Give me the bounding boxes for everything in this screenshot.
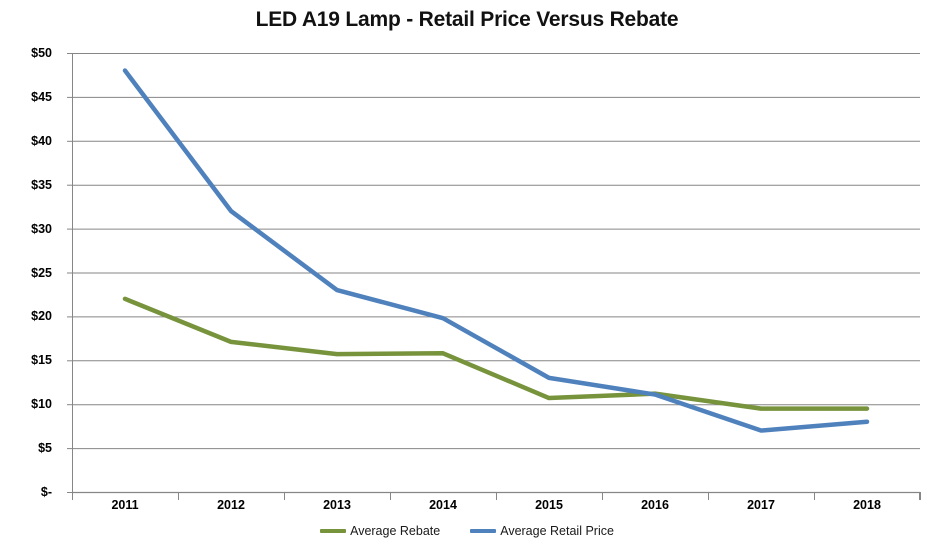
series-line-average-retail-price — [122, 68, 870, 433]
chart-title: LED A19 Lamp - Retail Price Versus Rebat… — [255, 8, 679, 31]
legend-item-label: Average Retail Price — [500, 524, 614, 538]
x-axis-tick-label: 2014 — [429, 498, 457, 512]
legend-swatch-average-rebate — [320, 529, 347, 533]
chart-legend: Average Rebate Average Retail Price — [0, 524, 934, 538]
axis-lines — [67, 53, 920, 500]
y-axis-tick-label: $50 — [31, 46, 52, 60]
legend-item[interactable]: Average Rebate — [320, 524, 440, 538]
y-axis-tick-label: $10 — [31, 397, 52, 412]
legend-swatch-average-retail-price — [470, 529, 497, 533]
x-axis-tick-label: 2016 — [641, 498, 669, 512]
x-axis-tick-label: 2017 — [747, 498, 775, 512]
x-axis-tick-label: 2015 — [535, 498, 563, 512]
y-axis-tick-label: $25 — [31, 265, 52, 280]
y-axis-tick-label: $5 — [38, 441, 52, 456]
y-axis-tick-label: $40 — [31, 133, 52, 148]
y-axis-tick-label: $45 — [31, 89, 52, 104]
legend-item-label: Average Rebate — [350, 524, 441, 538]
y-axis-tick-label: $- — [40, 485, 52, 499]
y-axis-tick-label: $35 — [31, 177, 52, 192]
y-axis-tick-label: $15 — [31, 353, 52, 368]
legend-item[interactable]: Average Retail Price — [470, 524, 614, 538]
series-line-average-rebate — [122, 296, 870, 411]
x-axis-ticks — [72, 492, 921, 500]
x-axis-tick-label: 2011 — [111, 498, 139, 512]
x-axis-tick-label: 2013 — [323, 498, 351, 512]
x-axis-tick-label: 2018 — [853, 498, 881, 512]
y-axis-tick-label: $30 — [31, 221, 52, 236]
y-axis-labels: $- $5 $10 $15 $20 $25 $30 $35 $40 $45 $50 — [0, 0, 52, 550]
data-series — [122, 68, 870, 433]
y-axis-tick-label: $20 — [31, 309, 52, 324]
x-axis-tick-label: 2012 — [217, 498, 245, 512]
